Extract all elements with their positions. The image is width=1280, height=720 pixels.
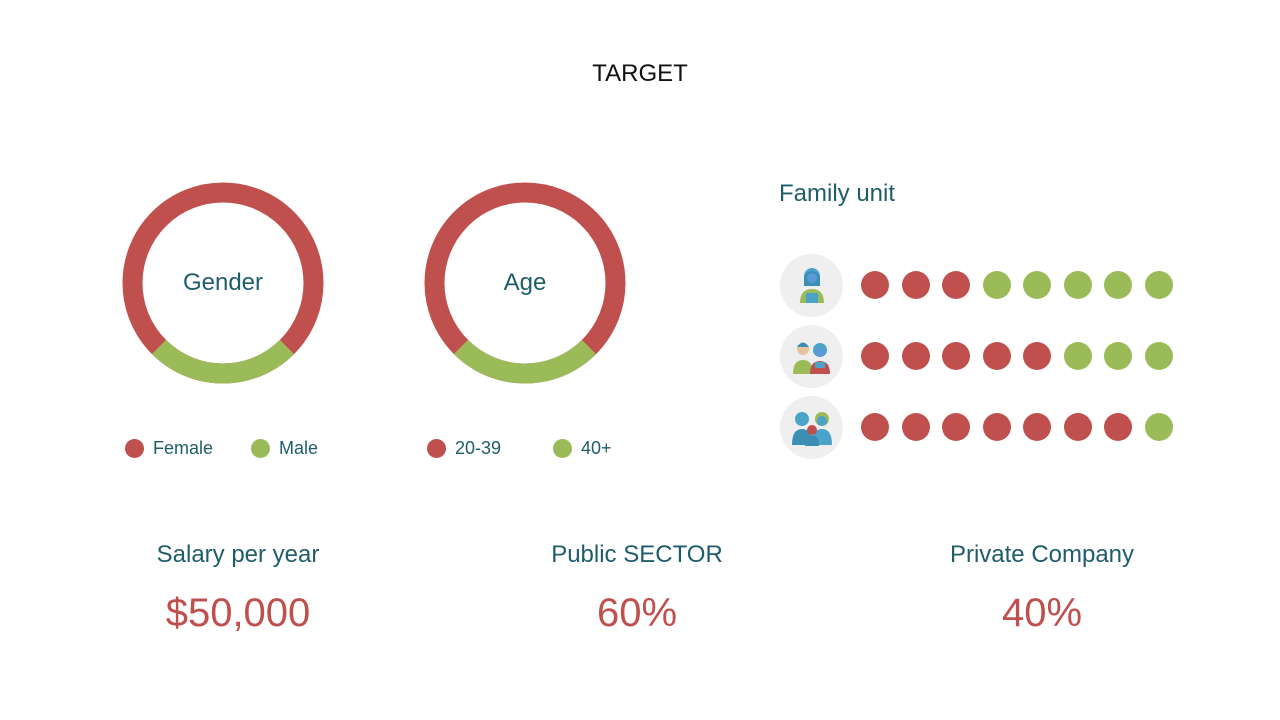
gender-donut-label: Gender (182, 269, 264, 296)
legend-age-40-plus-label: 40+ (581, 438, 612, 458)
gender-donut-chart: Gender (122, 182, 324, 384)
gender-minor-segment (122, 182, 324, 384)
age-legend: 20-39 40+ (427, 438, 612, 459)
age-donut-chart: Age (424, 182, 626, 384)
single-person-icon (780, 253, 843, 317)
age-donut-svg (424, 182, 626, 384)
red-dot (861, 271, 889, 299)
red-dot (861, 342, 889, 370)
salary-value: $50,000 (165, 591, 311, 635)
green-dot (1063, 271, 1092, 299)
family-row-family (780, 395, 1185, 459)
legend-age-20-39-dot (427, 439, 446, 458)
green-dot (1144, 342, 1173, 370)
legend-female-label: Female (153, 438, 214, 458)
legend-male-label: Male (279, 438, 319, 458)
red-dot (942, 271, 970, 299)
family-row-couple (780, 324, 1185, 388)
family-row-couple-dots (861, 342, 1185, 370)
red-dot (942, 342, 970, 370)
family-unit-title: Family unit (779, 180, 896, 207)
red-dot (861, 413, 889, 441)
public-sector-label: Public SECTOR (551, 541, 723, 568)
green-dot (1023, 271, 1051, 299)
red-dot (1104, 413, 1132, 441)
stat-public-sector: Public SECTOR 60% (437, 541, 837, 636)
family-row-single-dots (861, 271, 1185, 299)
red-dot (1023, 342, 1051, 370)
red-dot (901, 413, 930, 441)
red-dot (982, 413, 1011, 441)
public-sector-value: 60% (596, 591, 678, 635)
family-with-child-icon (780, 395, 843, 459)
legend-male-dot (251, 439, 270, 458)
legend-female: Female (125, 438, 251, 459)
red-dot (982, 342, 1011, 370)
legend-age-40-plus: 40+ (553, 438, 612, 459)
private-company-label: Private Company (949, 541, 1135, 568)
legend-female-dot (125, 439, 144, 458)
age-donut-label: Age (503, 269, 547, 296)
gender-legend: Female Male (125, 438, 318, 459)
green-dot (1144, 271, 1173, 299)
red-dot (901, 342, 930, 370)
green-dot (1144, 413, 1173, 441)
stat-private-company: Private Company 40% (842, 541, 1242, 636)
red-dot (901, 271, 930, 299)
age-minor-segment (424, 182, 626, 384)
gender-donut-svg (122, 182, 324, 384)
stat-salary: Salary per year $50,000 (38, 541, 438, 636)
page-title: TARGET (592, 60, 688, 87)
legend-age-20-39: 20-39 (427, 438, 553, 459)
family-row-family-dots (861, 413, 1185, 441)
salary-label: Salary per year (156, 541, 320, 568)
red-dot (1023, 413, 1051, 441)
green-dot (982, 271, 1011, 299)
green-dot (1104, 271, 1132, 299)
couple-icon (780, 324, 843, 388)
private-company-value: 40% (1001, 591, 1083, 635)
legend-age-40-plus-dot (553, 439, 572, 458)
red-dot (1063, 413, 1092, 441)
legend-male: Male (251, 438, 318, 459)
family-row-single (780, 253, 1185, 317)
red-dot (942, 413, 970, 441)
green-dot (1063, 342, 1092, 370)
legend-age-20-39-label: 20-39 (455, 438, 502, 458)
green-dot (1104, 342, 1132, 370)
